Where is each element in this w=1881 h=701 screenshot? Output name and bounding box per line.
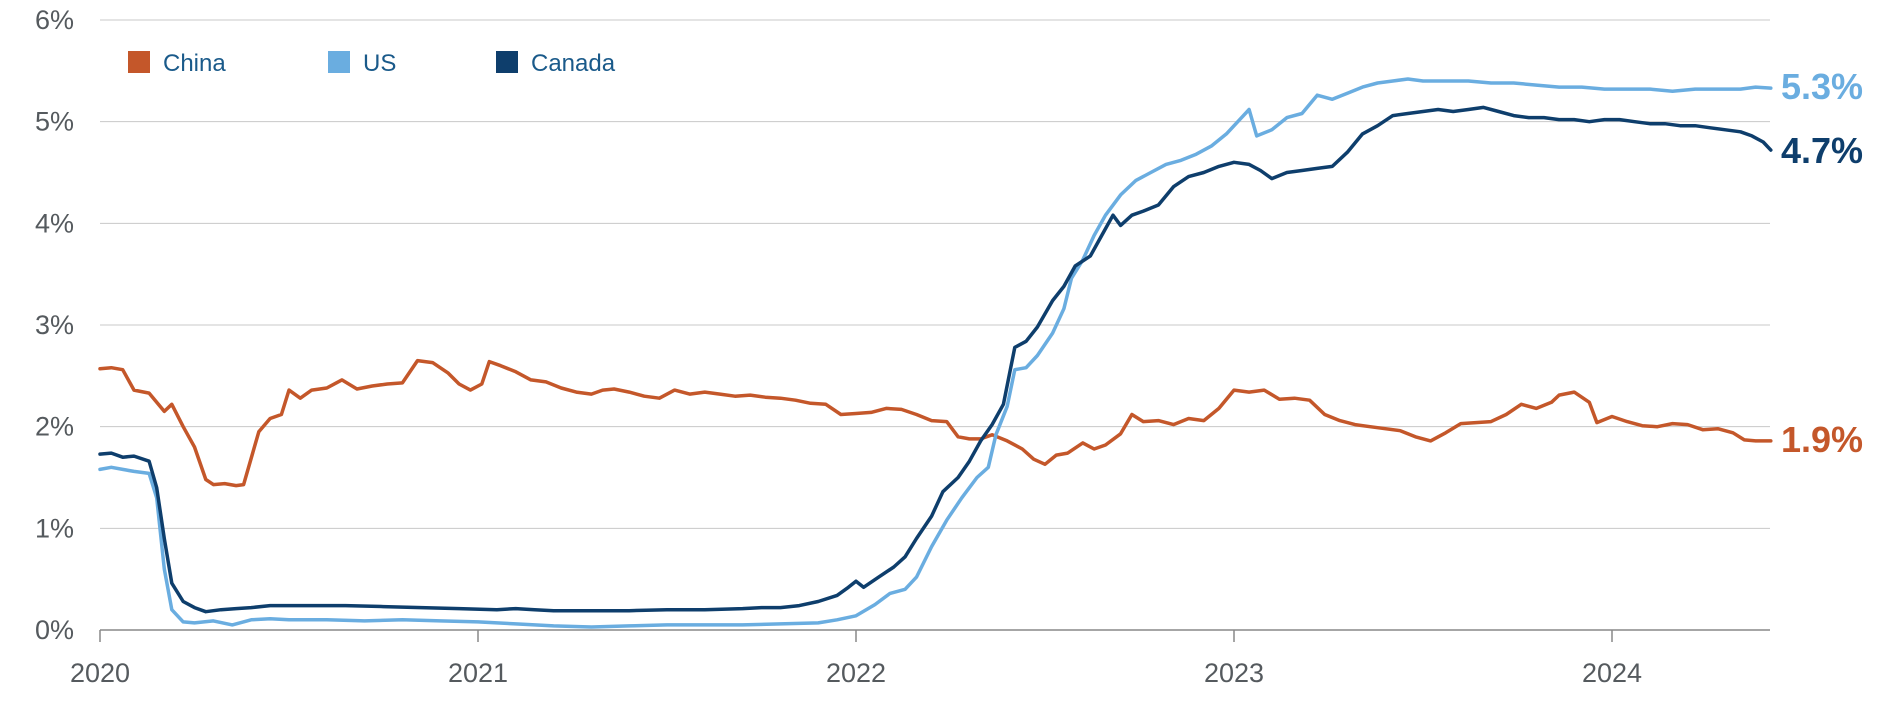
y-tick-label: 4% <box>35 208 74 238</box>
end-label-canada: 4.7% <box>1781 130 1863 171</box>
y-tick-label: 6% <box>35 5 74 35</box>
series-lines <box>98 77 1773 629</box>
series-line-us <box>98 77 1773 629</box>
y-tick-label: 0% <box>35 615 74 645</box>
x-tick-label: 2020 <box>70 658 130 688</box>
legend-item-us: US <box>328 50 396 77</box>
y-tick-label: 3% <box>35 310 74 340</box>
series-line-canada <box>98 105 1773 614</box>
legend-label-china: China <box>163 50 226 77</box>
y-tick-label: 2% <box>35 412 74 442</box>
legend-item-canada: Canada <box>496 50 616 77</box>
end-label-us: 5.3% <box>1781 66 1863 107</box>
y-tick-label: 1% <box>35 513 74 543</box>
x-tick-label: 2024 <box>1582 658 1642 688</box>
end-label-china: 1.9% <box>1781 419 1863 460</box>
legend-swatch-canada <box>496 51 518 73</box>
x-tick-label: 2022 <box>826 658 886 688</box>
series-line-china <box>98 358 1773 488</box>
gridlines <box>100 19 1770 631</box>
y-tick-label: 5% <box>35 107 74 137</box>
end-labels: 5.3% 4.7% 1.9% <box>1781 66 1863 460</box>
x-tick-label: 2021 <box>448 658 508 688</box>
legend-label-canada: Canada <box>531 50 616 77</box>
legend-swatch-us <box>328 51 350 73</box>
legend-swatch-china <box>128 51 150 73</box>
legend-label-us: US <box>363 50 396 77</box>
x-axis-ticks: 2020 2021 2022 2023 2024 <box>70 630 1642 688</box>
x-tick-label: 2023 <box>1204 658 1264 688</box>
legend-item-china: China <box>128 50 226 77</box>
y-axis-ticks: 0% 1% 2% 3% 4% 5% 6% <box>35 5 74 645</box>
legend: China US Canada <box>128 50 616 77</box>
